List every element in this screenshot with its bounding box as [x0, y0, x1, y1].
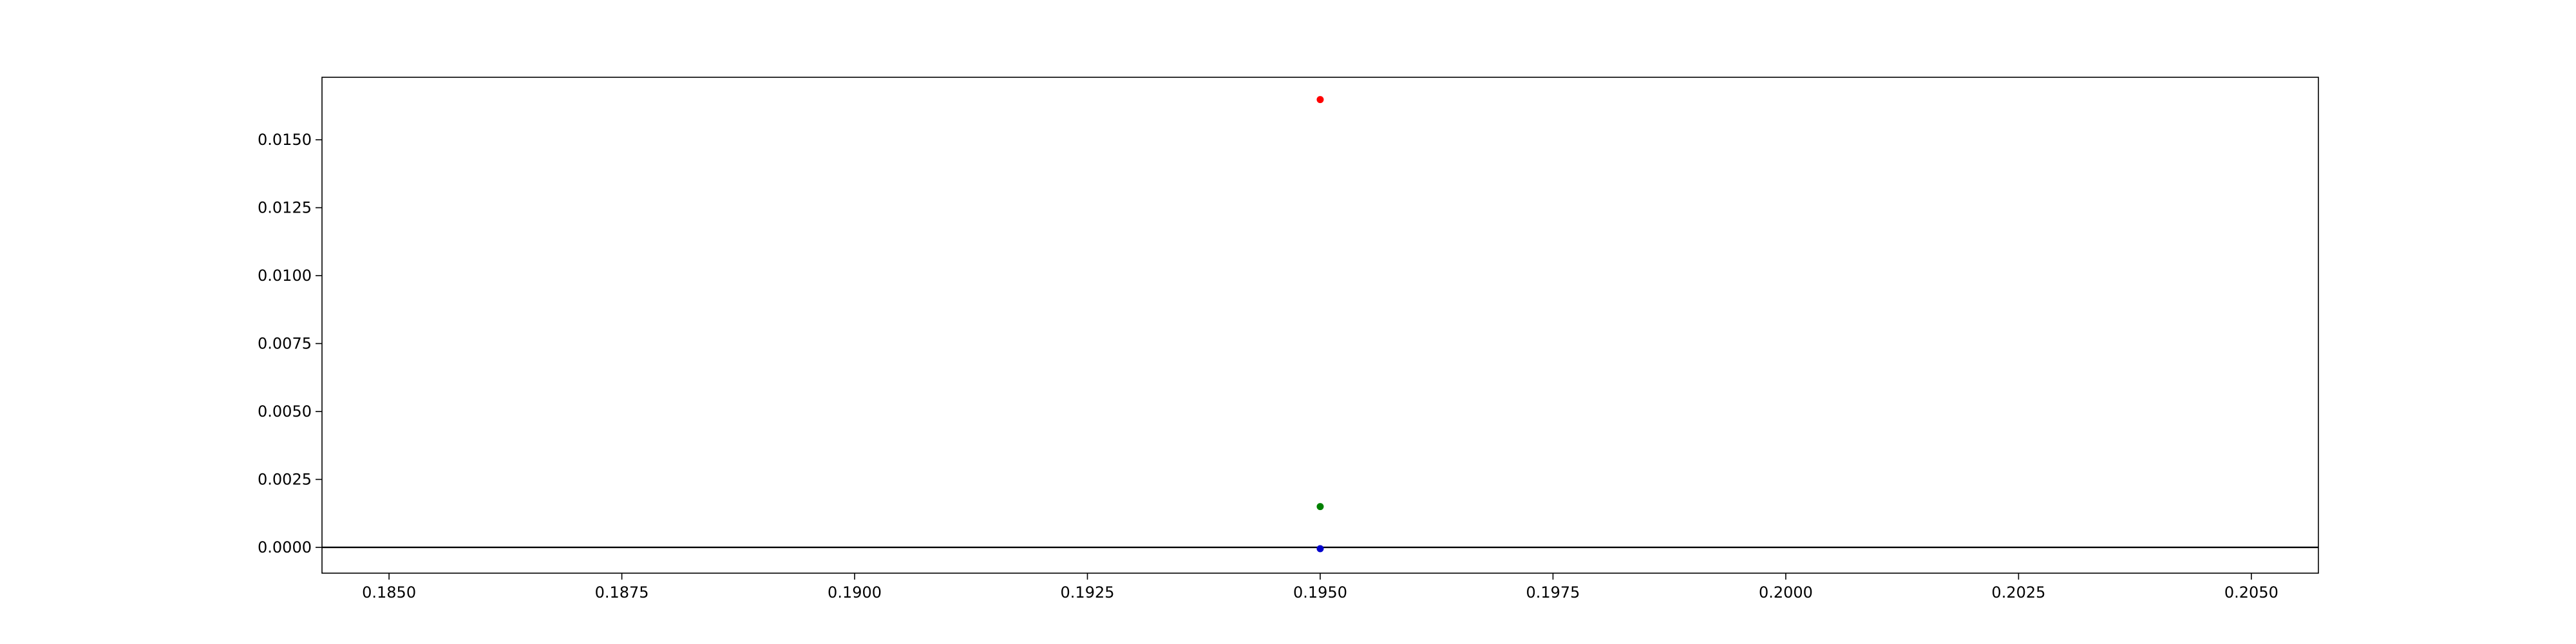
data-point-series-2 [1316, 545, 1324, 553]
y-tick-label: 0.0125 [258, 199, 312, 217]
data-point-series-1 [1316, 503, 1324, 511]
x-tick-label: 0.1850 [362, 583, 416, 601]
x-axis: 0.1850 0.1875 0.1900 0.1925 0.1950 0.1975 0.20… [362, 573, 2278, 601]
x-tick-label: 0.1975 [1526, 583, 1580, 601]
x-tick-label: 0.2025 [1991, 583, 2045, 601]
y-axis: 0.0000 0.0025 0.0050 0.0075 0.0100 0.0125 0.01… [258, 131, 322, 556]
x-tick-label: 0.1875 [595, 583, 649, 601]
y-tick-label: 0.0050 [258, 402, 312, 421]
y-tick-label: 0.0150 [258, 131, 312, 149]
x-tick-label: 0.1950 [1293, 583, 1347, 601]
y-tick-label: 0.0100 [258, 267, 312, 285]
x-tick-label: 0.2050 [2224, 583, 2278, 601]
data-points [1316, 96, 1324, 553]
y-tick-label: 0.0075 [258, 334, 312, 352]
data-point-series-0 [1316, 96, 1324, 104]
x-tick-label: 0.1925 [1061, 583, 1115, 601]
plot-area-frame [321, 77, 2319, 574]
y-tick-label: 0.0000 [258, 538, 312, 556]
x-tick-label: 0.2000 [1759, 583, 1813, 601]
y-tick-label: 0.0025 [258, 470, 312, 488]
x-tick-label: 0.1900 [828, 583, 882, 601]
